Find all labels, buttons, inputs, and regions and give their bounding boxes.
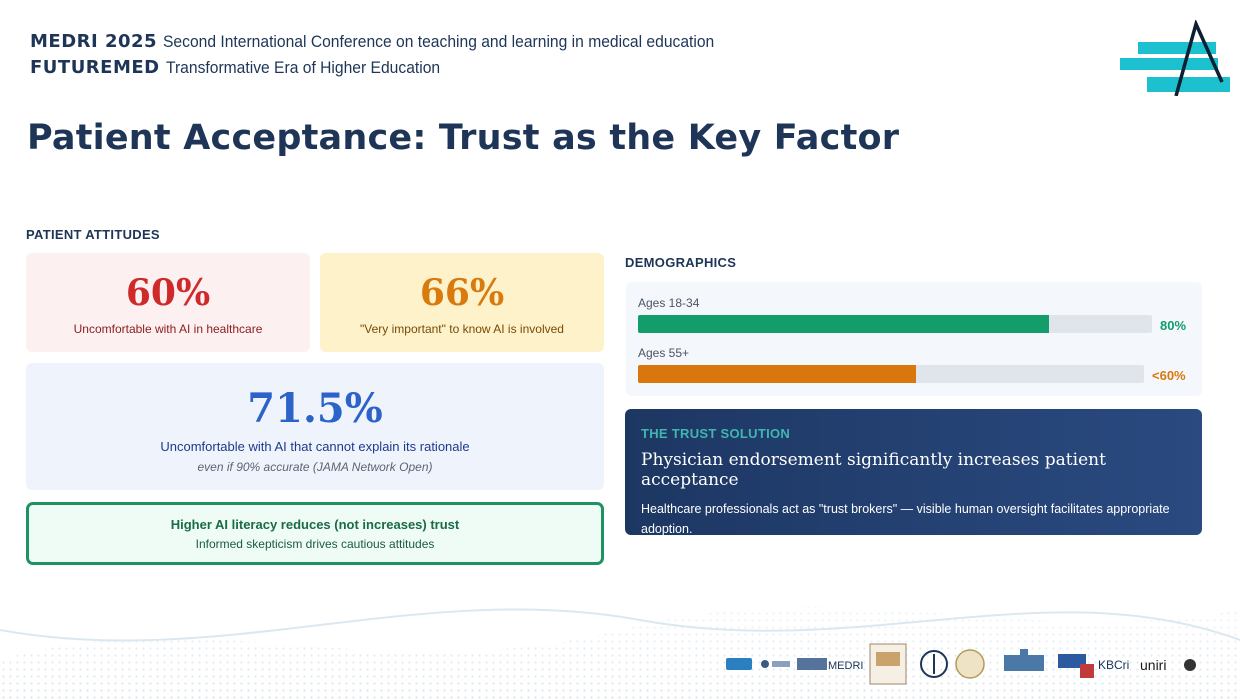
- partner-logo-medri-text: MEDRI: [828, 660, 863, 672]
- partner-logo-caduceus: [920, 650, 948, 678]
- callout-text: Informed skepticism drives cautious atti…: [195, 537, 435, 551]
- demographics-label: DEMOGRAPHICS: [625, 255, 737, 270]
- bar-fill-55-plus: [638, 365, 917, 383]
- conference-theme: Transformative Era of Higher Education: [165, 58, 440, 77]
- stat-card-important-to-know: 66% "Very important" to know AI is invol…: [320, 253, 604, 352]
- stat-description: Uncomfortable with AI in healthcare: [73, 322, 263, 336]
- header-line-2: FUTUREMED Transformative Era of Higher E…: [30, 57, 464, 78]
- partner-medri-text: MEDRI: [828, 660, 863, 672]
- bar-track-55-plus: [638, 365, 1144, 383]
- partner-logo-medri-med: [869, 643, 907, 685]
- trust-solution-label: THE TRUST SOLUTION: [641, 426, 791, 441]
- partner-logo-building: [1004, 649, 1044, 671]
- bar-label-55-plus: Ages 55+: [638, 346, 690, 360]
- bar-label-18-34: Ages 18-34: [638, 296, 700, 310]
- stat-description: "Very important" to know AI is involved: [360, 322, 564, 336]
- stat-value: 66%: [419, 272, 505, 314]
- partner-logo-last: [1184, 659, 1196, 671]
- ai-literacy-callout: Higher AI literacy reduces (not increase…: [26, 502, 604, 565]
- conference-brand: MEDRI 2025: [30, 31, 158, 52]
- conference-logo: [1120, 20, 1230, 96]
- page-title: Patient Acceptance: Trust as the Key Fac…: [27, 118, 900, 158]
- partner-logos: MEDRI KBCri uniri: [726, 643, 1196, 685]
- stat-source-note: even if 90% accurate (JAMA Network Open): [197, 460, 433, 474]
- partner-uniri-text: uniri: [1140, 657, 1166, 673]
- stat-description: Uncomfortable with AI that cannot explai…: [160, 439, 470, 454]
- bar-value-55-plus: <60%: [1152, 368, 1186, 383]
- callout-heading: Higher AI literacy reduces (not increase…: [170, 517, 460, 532]
- stat-value: 71.5%: [247, 385, 383, 432]
- stat-card-explainability: 71.5% Uncomfortable with AI that cannot …: [26, 363, 604, 490]
- trust-solution-heading: Physician endorsement significantly incr…: [641, 450, 1106, 490]
- partner-logo-seal: [955, 649, 985, 679]
- partner-logo-sum: [1058, 654, 1094, 678]
- trust-solution-card: THE TRUST SOLUTION Physician endorsement…: [625, 409, 1202, 536]
- patient-attitudes-label: PATIENT ATTITUDES: [26, 227, 160, 242]
- conference-subbrand: FUTUREMED: [30, 57, 160, 78]
- header-line-1: MEDRI 2025 Second International Conferen…: [30, 31, 762, 52]
- partner-logo-2: [761, 660, 790, 668]
- partner-logo-kbc: KBCri: [1098, 658, 1129, 672]
- bar-fill-18-34: [638, 315, 1050, 333]
- stat-value: 60%: [125, 272, 211, 314]
- partner-kbc-text: KBCri: [1098, 658, 1129, 672]
- stat-card-uncomfortable: 60% Uncomfortable with AI in healthcare: [26, 253, 310, 352]
- conference-name: Second International Conference on teach…: [163, 32, 715, 51]
- trust-solution-body: Healthcare professionals act as "trust b…: [641, 502, 1170, 536]
- partner-logo-1: [726, 658, 752, 670]
- partner-logo-uniri: uniri: [1140, 657, 1166, 673]
- partner-logo-3: [797, 658, 827, 670]
- demographics-panel: Ages 18-34 80% Ages 55+ <60%: [626, 282, 1202, 396]
- bar-track-18-34: [638, 315, 1152, 333]
- bar-value-18-34: 80%: [1160, 318, 1187, 333]
